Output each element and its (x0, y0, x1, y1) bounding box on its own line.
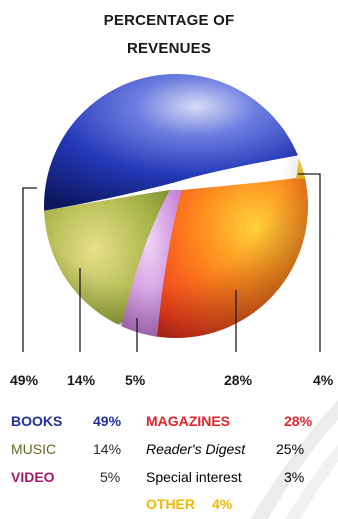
legend-magazines-value: 28% (284, 413, 313, 429)
legend-special-interest-value: 3% (284, 469, 305, 485)
legend-music: MUSIC (11, 441, 56, 457)
legend-video-value: 5% (100, 469, 121, 485)
legend-music-name: MUSIC (11, 441, 57, 457)
legend-readers-digest-name: Reader's Digest (146, 441, 246, 457)
leader-books (22, 187, 37, 352)
chart-title-line-2: REVENUES (126, 40, 212, 57)
legend-other: OTHER (146, 496, 195, 512)
legend-magazines: MAGAZINES (146, 413, 230, 429)
leader-lines (22, 173, 321, 352)
legend-magazines-name: MAGAZINES (146, 413, 230, 429)
legend-music-value: 14% (93, 441, 122, 457)
label-music: 14% (67, 372, 96, 388)
legend-books-value: 49% (93, 413, 122, 429)
chart-title-line-1: PERCENTAGE OF (103, 12, 235, 29)
legend-books: BOOKS (11, 413, 62, 429)
legend-video-name: VIDEO (11, 469, 55, 485)
legend-special-interest-name: Special interest (146, 469, 242, 485)
label-video: 5% (125, 372, 146, 388)
pie-slices (44, 74, 308, 338)
leader-other (298, 173, 321, 352)
legend-video: VIDEO (11, 469, 55, 485)
legend-other-name: OTHER (146, 496, 195, 512)
legend-readers-digest-value: 25% (276, 441, 305, 457)
legend-other-value: 4% (212, 496, 233, 512)
legend-books-name: BOOKS (11, 413, 63, 429)
label-magazines: 28% (224, 372, 253, 388)
label-other: 4% (313, 372, 334, 388)
chart-title: PERCENTAGE OF REVENUES (40, 7, 298, 63)
label-books: 49% (10, 372, 39, 388)
